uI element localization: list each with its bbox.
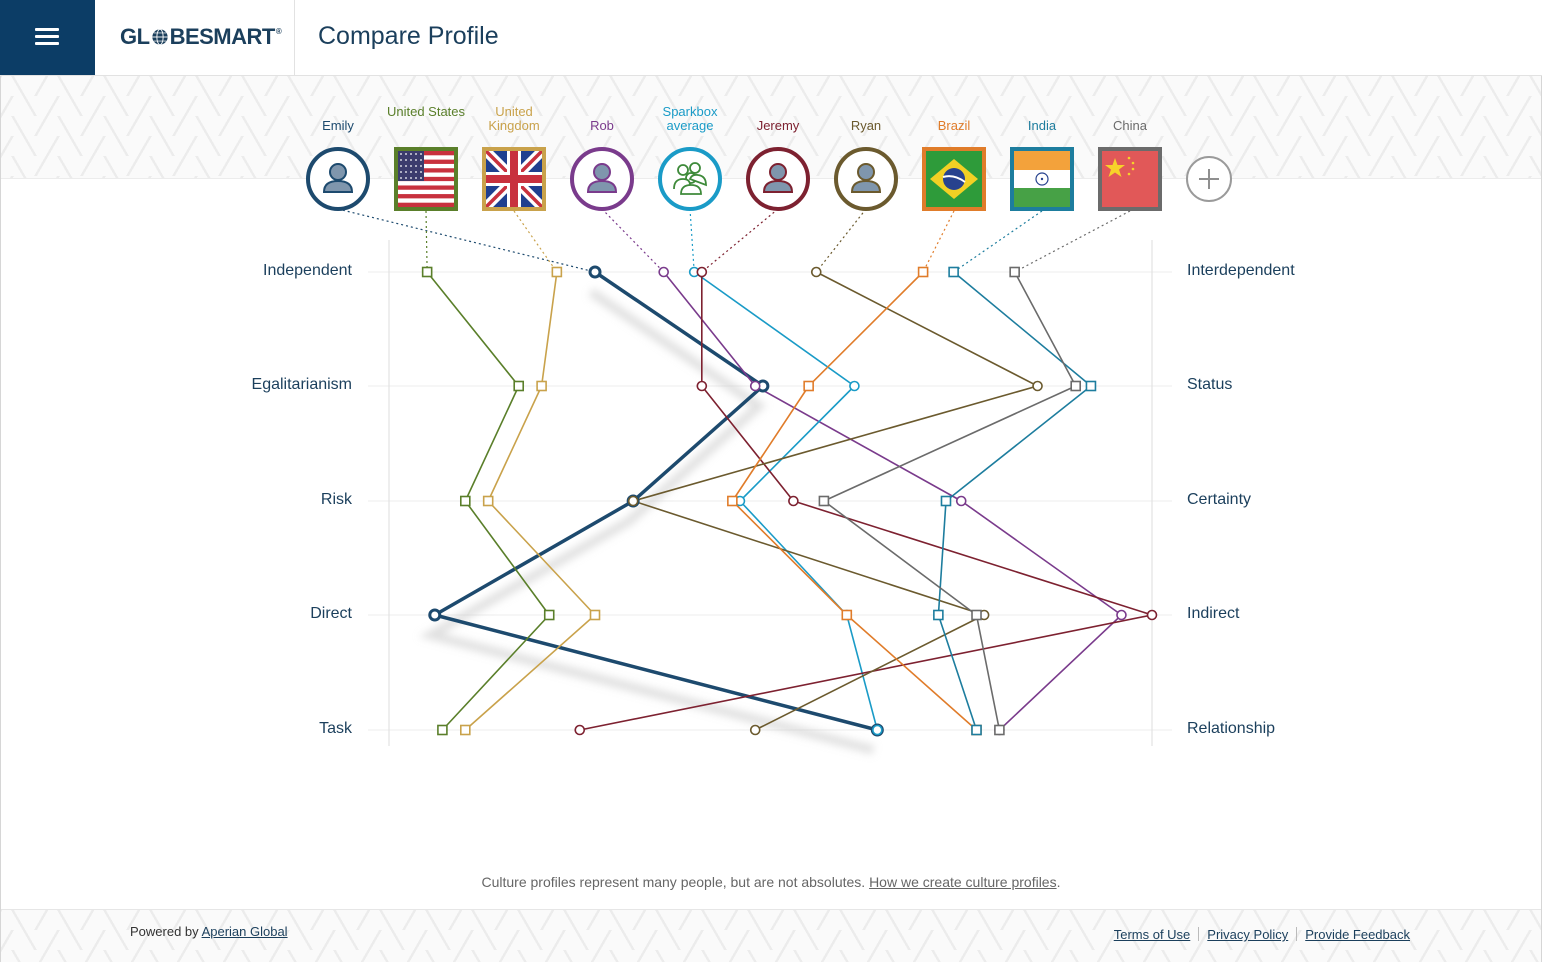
culture-profiles-link[interactable]: How we create culture profiles — [869, 874, 1057, 890]
united-states-flag-icon — [394, 147, 458, 211]
profile-china[interactable]: China — [1086, 119, 1174, 211]
dimension-label-right: Certainty — [1187, 491, 1252, 508]
dimension-label-right: Relationship — [1187, 720, 1276, 737]
profile-label: Ryan — [850, 118, 882, 133]
privacy-policy-link[interactable]: Privacy Policy — [1207, 927, 1289, 942]
profile-emily[interactable]: Emily — [294, 119, 382, 211]
dimension-label-left: Egalitarianism — [251, 376, 352, 393]
terms-of-use-link[interactable]: Terms of Use — [1113, 927, 1191, 942]
footer-separator — [1198, 927, 1200, 941]
dimension-label-right: Interdependent — [1187, 262, 1295, 279]
profile-label: United Kingdom — [488, 104, 540, 133]
dimension-label-left: Task — [319, 720, 352, 737]
person-icon — [570, 147, 634, 211]
page-title: Compare Profile — [318, 22, 499, 50]
profile-label: Brazil — [937, 118, 971, 133]
add-profile-button[interactable] — [1186, 156, 1232, 202]
profile-jeremy[interactable]: Jeremy — [734, 119, 822, 211]
profile-ryan[interactable]: Ryan — [822, 119, 910, 211]
profile-label: Rob — [590, 118, 614, 133]
china-flag-icon — [1098, 147, 1162, 211]
profile-rob[interactable]: Rob — [558, 119, 646, 211]
profile-sparkbox-average[interactable]: Sparkbox average — [646, 105, 734, 211]
hamburger-icon-bar — [35, 42, 59, 45]
dimension-label-left: Independent — [263, 262, 352, 279]
logo-text-end: BESMART — [169, 24, 276, 49]
powered-by: Powered by Aperian Global — [130, 924, 288, 939]
hamburger-icon — [35, 28, 59, 31]
footer-band-background — [1, 909, 1541, 962]
person-icon — [834, 147, 898, 211]
profile-united-states[interactable]: United States — [382, 105, 470, 211]
footer-separator — [1296, 927, 1298, 941]
dimension-label-right: Status — [1187, 376, 1233, 393]
app-header: GL BESMART ® Compare Profile — [0, 0, 1542, 76]
dimension-label-left: Direct — [310, 605, 352, 622]
logo-text-start: GL — [120, 24, 150, 49]
disclaimer: Culture profiles represent many people, … — [0, 874, 1542, 890]
footer-links: Terms of Use Privacy Policy Provide Feed… — [1114, 927, 1410, 942]
dimension-label-right: Indirect — [1187, 605, 1240, 622]
globesmart-logo[interactable]: GL BESMART ® — [120, 24, 282, 50]
profile-brazil[interactable]: Brazil — [910, 119, 998, 211]
powered-by-text: Powered by — [130, 924, 199, 939]
person-icon — [746, 147, 810, 211]
hamburger-icon-bar — [35, 35, 59, 38]
profile-label: Emily — [322, 118, 354, 133]
group-icon — [658, 147, 722, 211]
aperian-global-link[interactable]: Aperian Global — [201, 924, 288, 939]
person-icon — [306, 147, 370, 211]
disclaimer-period: . — [1056, 874, 1061, 890]
plus-icon-stroke — [1208, 169, 1210, 189]
disclaimer-text: Culture profiles represent many people, … — [481, 874, 866, 890]
provide-feedback-link[interactable]: Provide Feedback — [1305, 927, 1410, 942]
header-divider — [294, 0, 295, 75]
profile-label: United States — [386, 104, 466, 119]
registered-mark: ® — [275, 27, 282, 36]
profile-label: China — [1113, 118, 1147, 133]
globe-icon — [151, 28, 168, 46]
profile-united-kingdom[interactable]: United Kingdom — [470, 105, 558, 211]
profile-label: Jeremy — [756, 118, 800, 133]
india-flag-icon — [1010, 147, 1074, 211]
dimension-label-left: Risk — [320, 491, 352, 508]
profile-label: India — [1027, 118, 1057, 133]
united-kingdom-flag-icon — [482, 147, 546, 211]
brazil-flag-icon — [922, 147, 986, 211]
profile-india[interactable]: India — [998, 119, 1086, 211]
menu-button[interactable] — [0, 0, 95, 75]
profile-label: Sparkbox average — [662, 104, 718, 133]
